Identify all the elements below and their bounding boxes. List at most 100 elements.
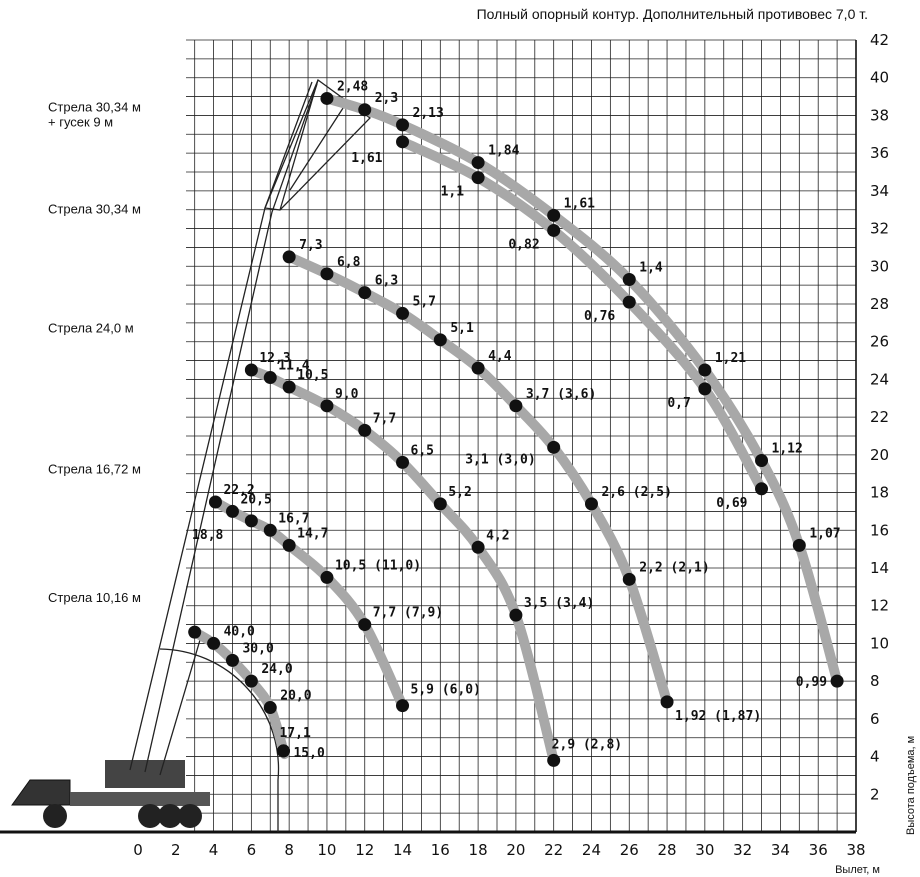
y-tick-label: 10 (870, 634, 889, 652)
data-point (471, 171, 485, 185)
data-point (244, 514, 258, 528)
data-label: 24,0 (261, 662, 292, 677)
data-point (509, 399, 523, 413)
data-point (433, 497, 447, 511)
data-label: 22,2 (223, 483, 254, 498)
data-point (358, 103, 372, 117)
data-point (792, 538, 806, 552)
tick-labels: 0 2 4 6 8 10 12 14 16 18 20 22 24 26 28 30 32 34 36 3824681… (133, 31, 889, 859)
data-label: 40,0 (224, 624, 255, 639)
y-tick-label: 14 (870, 559, 889, 577)
y-tick-label: 22 (870, 408, 889, 426)
grid (0, 39, 857, 834)
data-label: 15,0 (293, 746, 324, 761)
work-area-arc (159, 648, 280, 832)
data-point (263, 701, 277, 715)
data-point (282, 538, 296, 552)
data-label: 11,4 (278, 359, 309, 374)
data-label: 1,21 (715, 351, 746, 366)
y-axis-label: Высота подъема, м (905, 736, 917, 835)
data-label: 1,12 (772, 442, 803, 457)
data-label: 0,76 (584, 309, 615, 324)
data-label: 1,92 (1,87) (675, 709, 761, 724)
x-tick-label: 2 (171, 841, 181, 859)
data-point (320, 570, 334, 584)
x-tick-label: 30 (695, 841, 714, 859)
y-tick-label: 8 (870, 672, 880, 690)
data-label: 10,5 (11,0) (335, 558, 421, 573)
data-label: 5,2 (448, 485, 471, 500)
turntable (105, 760, 185, 788)
x-tick-label: 8 (284, 841, 294, 859)
data-label: 20,0 (280, 689, 311, 704)
x-tick-label: 32 (733, 841, 752, 859)
boom-label: Стрела 30,34 м (48, 100, 141, 115)
crane-illustration (11, 78, 371, 832)
data-point (660, 695, 674, 709)
x-tick-label: 36 (809, 841, 828, 859)
data-label: 7,3 (299, 238, 322, 253)
data-point (396, 118, 410, 132)
data-point (622, 572, 636, 586)
data-point (547, 440, 561, 454)
data-label: 5,7 (413, 294, 436, 309)
data-label: 10,5 (297, 368, 328, 383)
data-label: 1,84 (488, 144, 519, 159)
data-label: 4,2 (486, 528, 509, 543)
data-points (188, 91, 844, 767)
y-tick-label: 2 (870, 785, 880, 803)
x-tick-label: 4 (209, 841, 219, 859)
truck-wheel (43, 804, 67, 828)
data-label: 0,7 (667, 396, 690, 411)
x-tick-label: 12 (355, 841, 374, 859)
data-label: 6,3 (375, 274, 398, 289)
data-point (547, 208, 561, 222)
data-point (755, 482, 769, 496)
data-label: 7,7 (373, 411, 396, 426)
data-label: 3,7 (3,6) (526, 387, 596, 402)
data-point (396, 455, 410, 469)
data-label: 0,69 (716, 496, 747, 511)
y-tick-label: 12 (870, 597, 889, 615)
data-label: 20,5 (240, 492, 271, 507)
x-tick-label: 14 (393, 841, 412, 859)
y-tick-label: 38 (870, 106, 889, 124)
data-label: 17,1 (279, 726, 310, 741)
y-tick-label: 18 (870, 484, 889, 502)
truck-wheel (178, 804, 202, 828)
data-label: 3,5 (3,4) (524, 596, 594, 611)
data-label: 1,4 (639, 260, 663, 275)
x-tick-label: 10 (317, 841, 336, 859)
data-label: 6,5 (411, 443, 434, 458)
x-tick-label: 38 (846, 841, 865, 859)
boom-label: + гусек 9 м (48, 115, 113, 130)
data-point (320, 91, 334, 105)
data-point (225, 653, 239, 667)
y-tick-label: 32 (870, 220, 889, 238)
x-tick-label: 34 (771, 841, 790, 859)
data-label: 2,6 (2,5) (601, 485, 671, 500)
x-tick-label: 0 (133, 841, 143, 859)
x-tick-label: 6 (247, 841, 257, 859)
y-tick-label: 24 (870, 370, 889, 388)
data-label: 1,07 (809, 526, 840, 541)
data-label: 0,99 (796, 675, 827, 690)
y-tick-label: 16 (870, 521, 889, 539)
x-tick-label: 20 (506, 841, 525, 859)
data-point (755, 454, 769, 468)
data-point (276, 744, 290, 758)
boom-labels: Стрела 10,16 м Стрела 16,72 м Стрела 24,0 … (48, 100, 141, 605)
data-point (471, 361, 485, 375)
data-label: 12,3 (259, 351, 290, 366)
data-point (358, 423, 372, 437)
data-point (207, 636, 221, 650)
crane-stroke (144, 83, 318, 773)
data-point (225, 504, 239, 518)
y-tick-label: 42 (870, 31, 889, 49)
data-point (622, 295, 636, 309)
data-label: 1,61 (564, 196, 595, 211)
data-label: 30,0 (242, 641, 273, 656)
data-point (358, 618, 372, 632)
x-tick-label: 26 (620, 841, 639, 859)
